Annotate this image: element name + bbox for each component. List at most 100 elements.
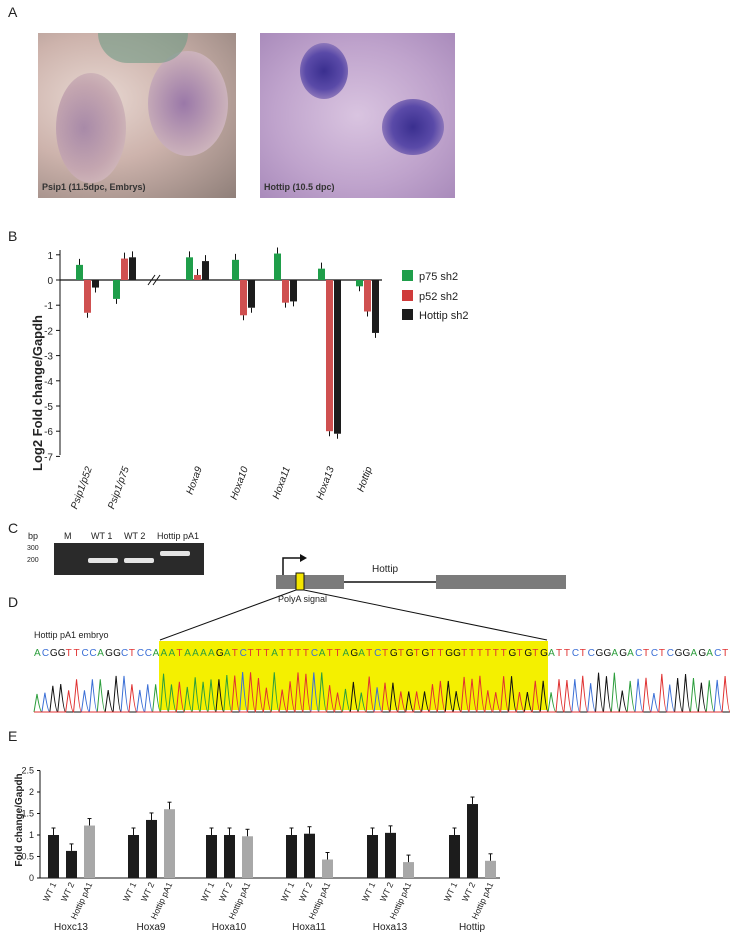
- limb-bud-left: [56, 73, 126, 183]
- polya-signal-box: [295, 572, 305, 591]
- tss-arrow: [282, 557, 300, 575]
- sequence-base: A: [168, 648, 175, 659]
- hottip-photo-caption: Hottip (10.5 dpc): [264, 182, 335, 192]
- chart-b-category-label: Psip1/p52: [69, 465, 95, 511]
- legend-label-hottip: Hottip sh2: [419, 310, 469, 322]
- sequence-base: T: [469, 648, 475, 659]
- sequence-base: T: [327, 648, 333, 659]
- sequence-base: T: [516, 648, 522, 659]
- chart-b-ylabel: Log2 Fold change/Gapdh: [30, 315, 45, 471]
- sequence-base: G: [390, 648, 398, 659]
- chart-e-ytick-label: 1.5: [21, 809, 34, 819]
- sequence-base: A: [342, 648, 349, 659]
- chart-e-bar: [467, 804, 478, 878]
- sequence-base: T: [659, 648, 665, 659]
- sequence-base: C: [89, 648, 96, 659]
- sequence-base: T: [556, 648, 562, 659]
- sequence-base: A: [192, 648, 199, 659]
- chart-e-bar: [449, 835, 460, 878]
- sequence-sample-label: Hottip pA1 embryo: [34, 630, 109, 640]
- chart-e-bar-label: WT 1: [279, 880, 297, 903]
- chart-e-ytick-label: 1: [29, 830, 34, 840]
- sequence-base: G: [58, 648, 66, 659]
- chart-e-ytick-label: 0.5: [21, 852, 34, 862]
- sequence-base: T: [176, 648, 182, 659]
- gel-lane-m: M: [64, 531, 72, 541]
- sequence-base: A: [208, 648, 215, 659]
- chart-b-bar: [326, 280, 333, 432]
- sequence-base: A: [224, 648, 231, 659]
- chart-b-bar: [334, 280, 341, 434]
- chart-b-bar: [186, 257, 193, 280]
- sequence-base: T: [414, 648, 420, 659]
- chart-e-ytick-label: 2: [29, 787, 34, 797]
- sequence-base: G: [683, 648, 691, 659]
- sequence-base: C: [145, 648, 152, 659]
- chart-b-bar: [121, 258, 128, 280]
- sequence-base: A: [161, 648, 168, 659]
- gel-marker-200: 200: [27, 557, 39, 564]
- sequence-base: G: [406, 648, 414, 659]
- chart-b: -7 -6 -5 -4 -3 -2 -1 0 1 Psip1/p52 Psip1/p75 Hoxa9 H…: [44, 247, 382, 511]
- sequence-base: T: [477, 648, 483, 659]
- chart-e-bar-label: WT 2: [217, 880, 235, 903]
- psip1-photo-caption: Psip1 (11.5dpc, Embrys): [42, 182, 146, 192]
- chart-e-bar: [242, 836, 253, 878]
- sequence-base: A: [153, 648, 160, 659]
- sequence-base: A: [34, 648, 41, 659]
- chart-b-ytick-label: -5: [44, 402, 53, 413]
- gel-image: [54, 543, 204, 575]
- panel-label-c: C: [8, 520, 19, 536]
- chart-b-bar: [318, 268, 325, 280]
- chart-b-bar: [248, 280, 255, 308]
- chart-e-bar: [206, 835, 217, 878]
- chart-b-category-label: Hoxa10: [229, 465, 251, 502]
- panel-label-a: A: [8, 4, 18, 20]
- chart-b-bar: [84, 280, 91, 313]
- chart-b-category-label: Hoxa11: [271, 465, 293, 500]
- sequence-base: C: [588, 648, 595, 659]
- sequence-highlight: [159, 641, 548, 710]
- chart-b-ytick-label: 1: [47, 251, 53, 262]
- sequence-base: T: [279, 648, 285, 659]
- sequence-base: T: [532, 648, 538, 659]
- panel-label-b: B: [8, 228, 18, 244]
- chart-e-bar: [146, 819, 157, 878]
- sequence-base: G: [603, 648, 611, 659]
- tissue-green-tint: [98, 33, 188, 63]
- chart-b-bar: [282, 280, 289, 303]
- chart-b-bar: [372, 280, 379, 333]
- sequence-base: T: [643, 648, 649, 659]
- sequence-base: T: [564, 648, 570, 659]
- chart-e-ytick-label: 0: [29, 873, 34, 883]
- gel-lane-wt1: WT 1: [91, 531, 113, 541]
- sequence-base: T: [485, 648, 491, 659]
- chart-b-bar: [274, 253, 281, 280]
- chart-e-bar-label: WT 1: [360, 880, 378, 903]
- sequence-base: T: [248, 648, 254, 659]
- chart-b-bar: [76, 264, 83, 280]
- chart-e-bar: [48, 835, 59, 878]
- sequence-base: A: [548, 648, 555, 659]
- sequence-base: T: [66, 648, 72, 659]
- sequence-base: T: [398, 648, 404, 659]
- sequence-base: C: [81, 648, 88, 659]
- hottip-embryo-photo: Hottip (10.5 dpc): [260, 33, 455, 198]
- sequence-base: G: [453, 648, 461, 659]
- sequence-base: G: [540, 648, 548, 659]
- sequence-base: T: [232, 648, 238, 659]
- sequence-base: T: [580, 648, 586, 659]
- chart-b-ytick-label: -4: [44, 377, 53, 388]
- legend-label-p75: p75 sh2: [419, 271, 458, 283]
- chart-e-bar-label: WT 2: [139, 880, 157, 903]
- chart-e-group-label: Hottip: [459, 922, 486, 933]
- chromatogram-channel: [34, 672, 731, 713]
- sequence-base: G: [216, 648, 224, 659]
- sequence-base: T: [493, 648, 499, 659]
- axis-break-mark: [147, 274, 156, 286]
- chart-e-bar-label: WT 1: [442, 880, 460, 903]
- chart-b-category-label: Psip1/p75: [106, 465, 132, 511]
- sequence-base: T: [287, 648, 293, 659]
- sequence-base: T: [429, 648, 435, 659]
